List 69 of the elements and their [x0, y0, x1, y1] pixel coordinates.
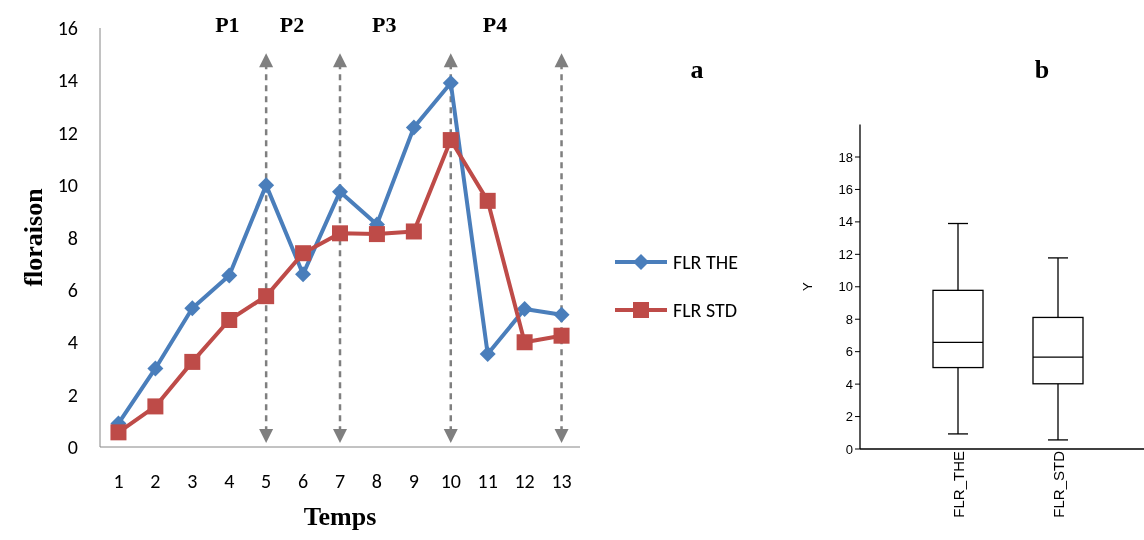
- point: [368, 226, 385, 243]
- x-tick-label: FLR_STD: [1049, 450, 1067, 518]
- x-tick-label: 3: [187, 469, 198, 493]
- point: [516, 300, 533, 317]
- y-tick-label: 8: [845, 311, 853, 327]
- x-tick-label: 11: [477, 469, 498, 493]
- y-tick-label: 14: [838, 214, 853, 230]
- point: [258, 177, 275, 194]
- point: [479, 346, 496, 363]
- point: [479, 192, 496, 209]
- point: [405, 223, 422, 240]
- y-tick-label: 0: [845, 441, 853, 457]
- point: [442, 132, 459, 149]
- y-tick-label: 12: [57, 120, 78, 145]
- point: [184, 300, 201, 317]
- point: [295, 245, 312, 262]
- point: [442, 74, 459, 91]
- point: [147, 360, 164, 377]
- annotation: P3: [372, 12, 397, 37]
- y-tick-label: 2: [845, 409, 853, 425]
- x-tick-label: 2: [150, 469, 161, 493]
- x-tick-label: 9: [408, 469, 419, 493]
- annotation: P2: [279, 12, 305, 37]
- x-axis-title: Temps: [303, 502, 377, 531]
- legend-label: FLR THE: [673, 250, 738, 274]
- legend-label: FLR STD: [673, 298, 738, 322]
- x-tick-label: FLR_THE: [949, 451, 967, 518]
- x-tick-label: 6: [298, 469, 309, 493]
- x-tick-label: 10: [440, 469, 461, 493]
- point: [332, 183, 348, 200]
- point: [147, 398, 164, 415]
- x-tick-label: 1: [113, 469, 124, 493]
- y-tick-label: 12: [838, 246, 853, 262]
- annotation: P4: [482, 12, 508, 37]
- x-tick-label: 13: [551, 469, 572, 493]
- point: [221, 311, 238, 328]
- y-tick-label: 2: [67, 382, 78, 407]
- point: [553, 306, 570, 323]
- text: a: [690, 55, 704, 84]
- y-tick-label: 4: [67, 330, 78, 355]
- y-tick-label: 16: [57, 16, 78, 40]
- y-tick-label: 6: [67, 277, 78, 302]
- point: [258, 288, 275, 305]
- point: [110, 424, 127, 441]
- y-tick-label: 10: [838, 279, 853, 295]
- point: [184, 353, 201, 370]
- y-tick-label: 0: [67, 435, 78, 459]
- point: [295, 266, 312, 283]
- y-tick-label: 14: [57, 68, 78, 93]
- point: [332, 225, 348, 242]
- x-tick-label: 8: [371, 469, 382, 493]
- x-tick-label: 7: [334, 469, 346, 493]
- y-tick-label: 8: [67, 225, 78, 250]
- y-tick-label: 18: [838, 149, 853, 165]
- x-tick-label: 5: [261, 469, 272, 493]
- chart-title: b: [1034, 55, 1050, 84]
- point: [516, 334, 533, 351]
- y-tick-label: 4: [845, 376, 853, 392]
- point: [553, 327, 570, 344]
- x-tick-label: 12: [514, 469, 535, 493]
- y-tick-label: 16: [838, 181, 853, 197]
- y-tick-label: 10: [57, 173, 78, 198]
- y-tick-label: 6: [845, 344, 853, 360]
- y-axis-title: floraison: [19, 187, 48, 287]
- point: [405, 119, 422, 136]
- point: [221, 267, 238, 284]
- x-tick-label: 4: [224, 469, 235, 493]
- y-axis-title: Y: [800, 282, 815, 292]
- annotation: P1: [215, 12, 240, 37]
